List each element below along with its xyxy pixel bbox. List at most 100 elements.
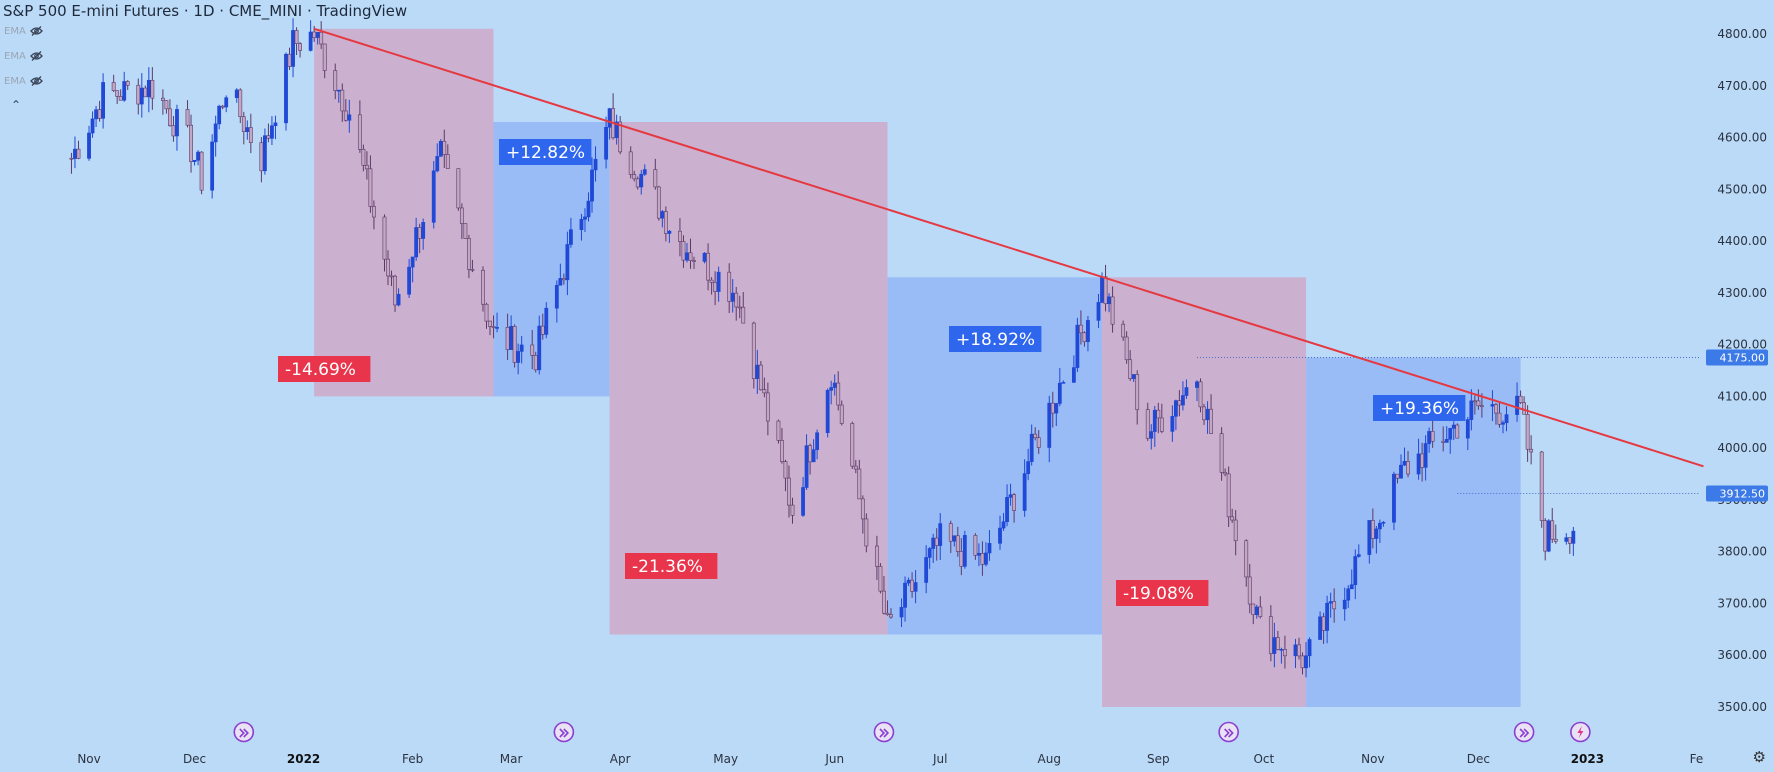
candle xyxy=(801,476,805,517)
candle-body xyxy=(1406,461,1410,475)
indicator-ema-3[interactable]: EMA xyxy=(4,76,43,87)
candle-body xyxy=(618,121,623,153)
candle-body xyxy=(1571,530,1576,544)
candle-body xyxy=(882,590,886,614)
candle-body xyxy=(1258,606,1263,617)
y-tick-label: 4800.00 xyxy=(1717,27,1767,41)
candle xyxy=(1307,637,1312,668)
candle xyxy=(495,312,499,333)
dividend-arrow-icon[interactable] xyxy=(553,721,575,743)
candle xyxy=(196,150,200,166)
candle-body xyxy=(431,170,436,223)
bolt-glyph xyxy=(1577,726,1584,738)
range-label: +12.82% xyxy=(506,143,585,163)
range-label: +18.92% xyxy=(956,330,1035,350)
candle xyxy=(1539,450,1544,528)
candle-body xyxy=(927,548,932,558)
candle xyxy=(1427,427,1432,453)
candle-body xyxy=(910,579,914,592)
candle xyxy=(1279,647,1284,664)
candle xyxy=(804,434,809,490)
candle xyxy=(442,129,447,169)
candle-body xyxy=(853,465,858,470)
candle xyxy=(1325,595,1330,644)
dividend-arrow-icon[interactable] xyxy=(1513,721,1535,743)
candle-body xyxy=(987,543,992,554)
dividend-arrow-icon[interactable] xyxy=(1218,721,1239,743)
candle-body xyxy=(1553,538,1558,542)
y-tick-label: 4400.00 xyxy=(1717,234,1767,248)
eye-hidden-icon[interactable] xyxy=(29,76,43,86)
candle xyxy=(1226,466,1231,528)
candle xyxy=(171,115,176,142)
candle xyxy=(1472,395,1477,415)
candle xyxy=(1209,394,1213,434)
candle-body xyxy=(1332,601,1337,610)
eye-hidden-icon[interactable] xyxy=(29,26,43,36)
indicator-ema-2[interactable]: EMA xyxy=(4,51,43,62)
range-label: +19.36% xyxy=(1380,399,1459,419)
candle xyxy=(1079,310,1083,345)
dividend-arrow-icon[interactable] xyxy=(873,721,895,743)
y-tick-label: 3800.00 xyxy=(1717,545,1767,559)
earnings-bolt-icon[interactable] xyxy=(1570,721,1591,743)
candle xyxy=(692,256,696,269)
collapse-chevron-icon[interactable]: ⌃ xyxy=(11,98,22,112)
x-tick-label: Jul xyxy=(932,752,947,766)
candle-body xyxy=(544,307,549,335)
candle xyxy=(762,377,767,398)
candle xyxy=(829,380,834,405)
candle xyxy=(811,439,816,463)
candle xyxy=(1047,395,1052,463)
candle-body xyxy=(410,256,415,268)
candle xyxy=(808,443,812,475)
candle-body xyxy=(1318,616,1322,640)
candle-body xyxy=(199,151,204,191)
candle-body xyxy=(850,423,855,467)
candle xyxy=(1033,427,1038,441)
candle xyxy=(421,218,426,250)
candle-body xyxy=(1564,537,1569,542)
candle-body xyxy=(762,389,767,394)
candle xyxy=(1543,518,1548,561)
candle-body xyxy=(1297,644,1301,657)
candle xyxy=(519,335,524,364)
candle xyxy=(544,302,549,339)
eye-hidden-icon[interactable] xyxy=(29,51,43,61)
x-tick-label: Dec xyxy=(183,752,206,766)
candle xyxy=(987,530,992,561)
plot-area: -14.69% +12.82% -21.36% +18.92% -19.08% +19.3… xyxy=(69,18,1704,707)
candle xyxy=(245,120,250,140)
dividend-arrow-icon[interactable] xyxy=(233,721,255,743)
candle xyxy=(435,143,440,173)
candle-body xyxy=(1209,408,1213,434)
candle-body xyxy=(593,158,598,171)
candle-body xyxy=(171,125,176,137)
candle-body xyxy=(488,320,492,327)
x-tick-label: Oct xyxy=(1253,752,1274,766)
candle-body xyxy=(829,387,834,391)
candle xyxy=(115,90,120,104)
candle xyxy=(765,382,770,436)
candle xyxy=(832,374,837,396)
y-tick-label: 4100.00 xyxy=(1717,389,1767,403)
indicator-label: EMA xyxy=(4,51,26,62)
candle-body xyxy=(1451,424,1456,429)
candle xyxy=(1082,331,1087,347)
candle-body xyxy=(1022,473,1027,511)
candle xyxy=(1086,315,1090,352)
settings-gear-icon[interactable]: ⚙ xyxy=(1752,748,1766,766)
candle xyxy=(1522,396,1526,415)
candle-body xyxy=(175,109,179,137)
candle-body xyxy=(1008,494,1013,498)
candle-body xyxy=(1304,655,1308,669)
indicator-ema-1[interactable]: EMA xyxy=(4,26,43,37)
event-markers xyxy=(233,721,1591,743)
candle-body xyxy=(579,218,584,230)
candle xyxy=(850,421,855,469)
candle-body xyxy=(1518,395,1523,404)
candle xyxy=(382,214,387,272)
y-tick-label: 4700.00 xyxy=(1717,79,1767,93)
candle-body xyxy=(315,32,320,38)
